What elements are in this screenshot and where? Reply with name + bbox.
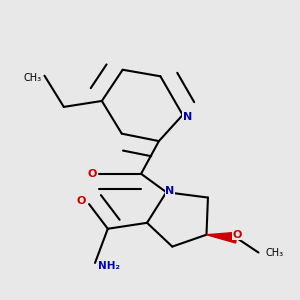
Text: NH₂: NH₂ xyxy=(98,261,120,271)
Text: CH₃: CH₃ xyxy=(266,248,284,257)
Text: CH₃: CH₃ xyxy=(23,73,41,83)
Text: O: O xyxy=(87,169,97,179)
Text: O: O xyxy=(233,230,242,240)
Polygon shape xyxy=(206,232,237,243)
Text: N: N xyxy=(165,186,175,196)
Text: N: N xyxy=(182,112,192,122)
Text: O: O xyxy=(77,196,86,206)
